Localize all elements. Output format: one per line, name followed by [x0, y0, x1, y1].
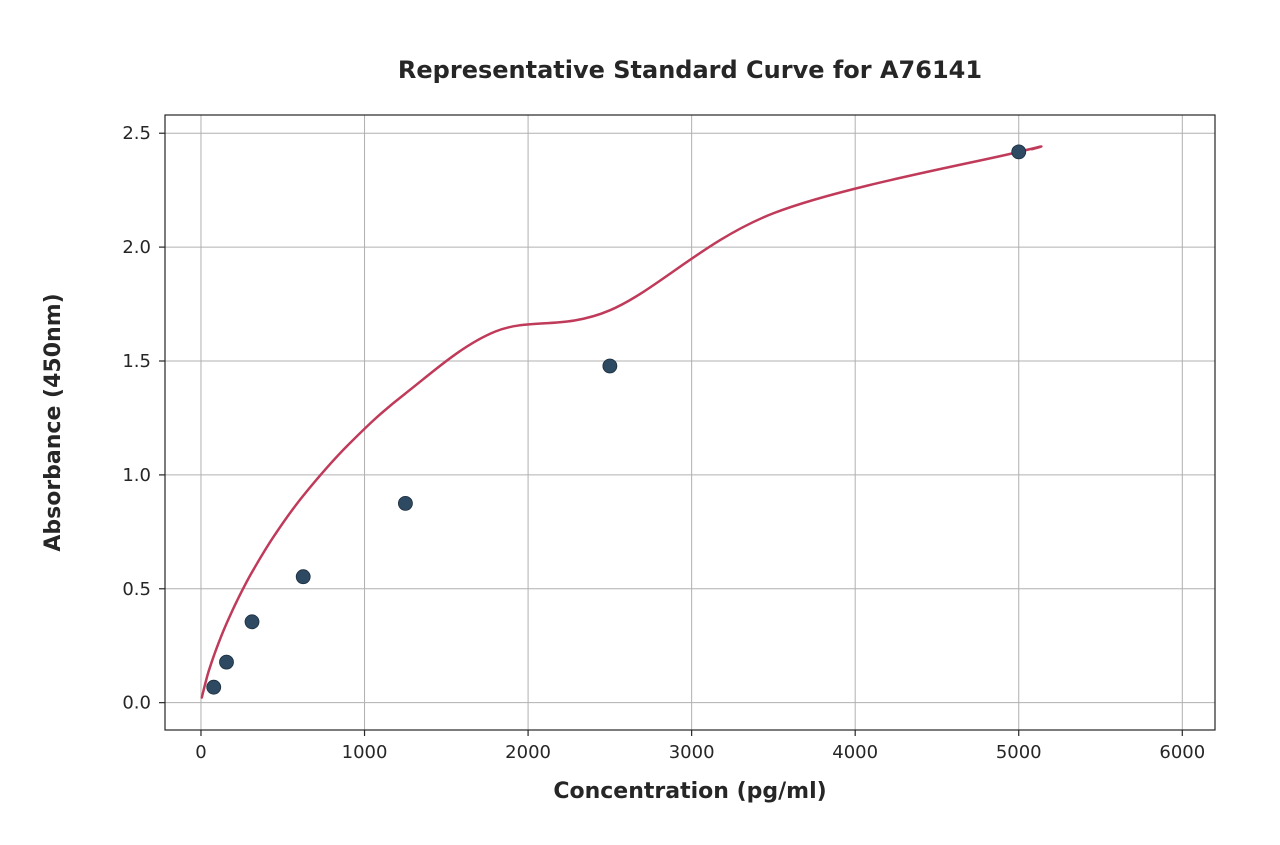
- data-point: [245, 615, 259, 629]
- y-axis-label: Absorbance (450nm): [41, 293, 66, 551]
- y-tick-label: 0.0: [122, 693, 151, 714]
- plot-background: [165, 115, 1215, 730]
- data-point: [207, 680, 221, 694]
- x-tick-label: 4000: [832, 742, 878, 763]
- y-tick-label: 2.5: [122, 123, 151, 144]
- y-tick-label: 1.5: [122, 351, 151, 372]
- data-point: [296, 570, 310, 584]
- x-tick-label: 0: [195, 742, 206, 763]
- x-axis-label: Concentration (pg/ml): [553, 779, 826, 804]
- chart-title: Representative Standard Curve for A76141: [398, 56, 982, 84]
- x-tick-label: 2000: [505, 742, 551, 763]
- data-point: [219, 655, 233, 669]
- chart-container: 0 1000 2000 3000 4000 5000 6000 0.0 0.5 1.0 1.5 2.0…: [0, 0, 1280, 845]
- standard-curve-chart: 0 1000 2000 3000 4000 5000 6000 0.0 0.5 1.0 1.5 2.0…: [0, 0, 1280, 845]
- x-tick-label: 3000: [669, 742, 715, 763]
- y-tick-label: 2.0: [122, 237, 151, 258]
- x-tick-label: 1000: [342, 742, 388, 763]
- data-point: [1012, 145, 1026, 159]
- y-tick-label: 1.0: [122, 465, 151, 486]
- x-tick-label: 5000: [996, 742, 1042, 763]
- data-point: [603, 359, 617, 373]
- data-point: [398, 496, 412, 510]
- y-tick-label: 0.5: [122, 579, 151, 600]
- x-tick-label: 6000: [1159, 742, 1205, 763]
